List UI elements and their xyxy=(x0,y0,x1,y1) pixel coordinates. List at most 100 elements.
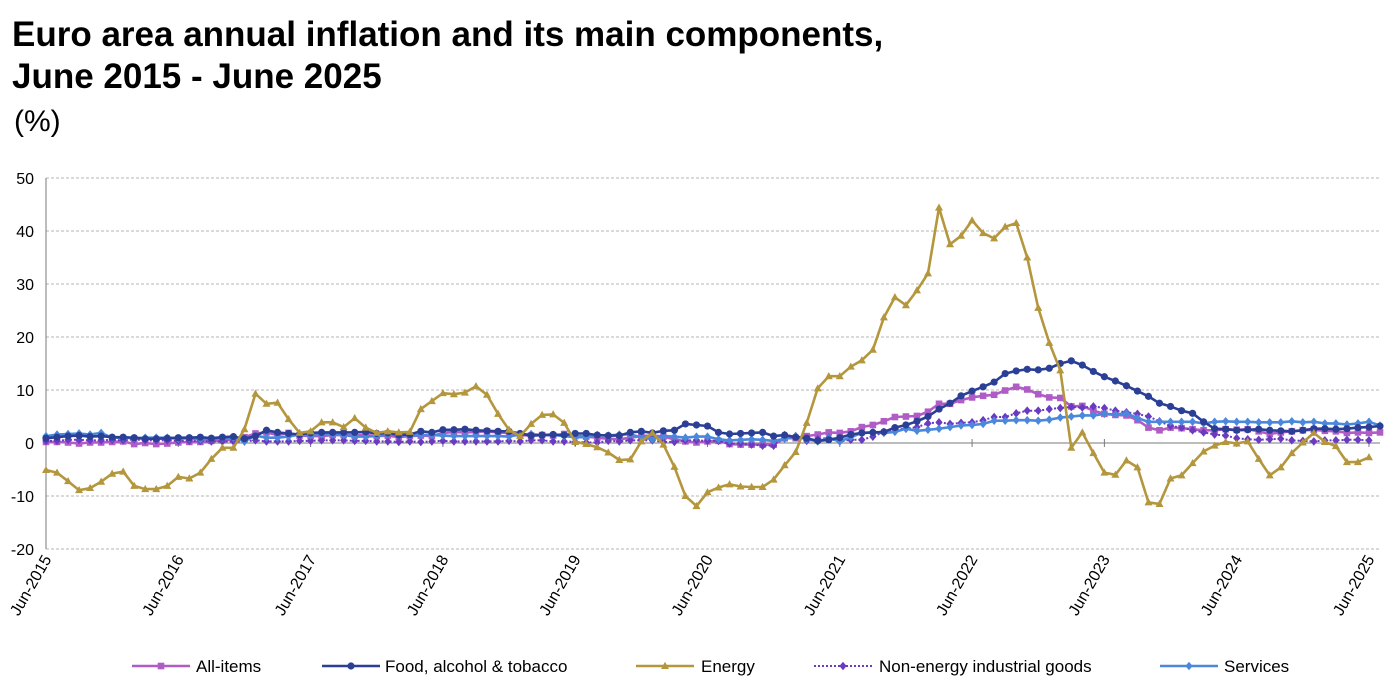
data-point-food-alcohol-tobacco xyxy=(527,431,535,440)
data-point-non-energy-industrial-goods xyxy=(1067,402,1075,412)
data-point-energy xyxy=(1089,448,1098,457)
data-point-non-energy-industrial-goods xyxy=(251,436,260,445)
series-food-alcohol-tobacco xyxy=(42,357,1384,445)
data-point-services xyxy=(659,431,667,441)
data-point-all-items xyxy=(990,391,998,399)
data-point-non-energy-industrial-goods xyxy=(626,436,634,445)
data-point-energy xyxy=(174,472,183,480)
data-point-services xyxy=(957,421,965,430)
data-point-services xyxy=(1288,416,1296,426)
data-point-food-alcohol-tobacco xyxy=(836,434,844,442)
data-point-energy xyxy=(141,484,150,493)
data-point-services xyxy=(1111,410,1120,419)
data-point-energy xyxy=(516,431,525,440)
data-point-services xyxy=(1365,417,1373,427)
data-point-services xyxy=(1244,417,1252,427)
data-point-food-alcohol-tobacco xyxy=(847,430,855,439)
data-point-energy xyxy=(857,356,866,364)
data-point-food-alcohol-tobacco xyxy=(251,432,260,440)
data-point-food-alcohol-tobacco xyxy=(1089,367,1097,376)
data-point-non-energy-industrial-goods xyxy=(1365,436,1373,445)
data-point-food-alcohol-tobacco xyxy=(1067,357,1075,365)
data-point-food-alcohol-tobacco xyxy=(1078,361,1086,369)
x-tick-label: Jun-2020 xyxy=(669,552,717,618)
data-point-food-alcohol-tobacco xyxy=(439,426,447,434)
data-point-energy xyxy=(912,286,921,294)
data-point-energy xyxy=(1001,222,1010,230)
data-point-services xyxy=(946,422,954,432)
data-point-food-alcohol-tobacco xyxy=(803,434,811,442)
data-point-services xyxy=(1233,417,1241,427)
data-point-energy xyxy=(1298,438,1307,446)
legend-label-services: Services xyxy=(1224,657,1289,676)
x-tick-label: Jun-2016 xyxy=(140,552,188,618)
data-point-non-energy-industrial-goods xyxy=(549,437,557,446)
data-point-non-energy-industrial-goods xyxy=(1089,402,1097,411)
data-point-energy xyxy=(1265,471,1274,479)
data-point-energy xyxy=(53,468,62,476)
data-point-energy xyxy=(571,437,580,445)
data-point-non-energy-industrial-goods xyxy=(1078,403,1086,412)
data-point-non-energy-industrial-goods xyxy=(604,436,612,446)
data-point-services xyxy=(273,433,282,442)
data-point-services xyxy=(1299,418,1307,427)
data-point-energy xyxy=(86,483,95,492)
data-point-energy xyxy=(1122,456,1131,464)
data-point-energy xyxy=(1078,428,1087,436)
data-point-food-alcohol-tobacco xyxy=(494,427,502,435)
data-point-energy xyxy=(119,467,128,475)
data-point-all-items xyxy=(825,429,833,436)
data-point-energy xyxy=(648,428,657,436)
data-point-energy xyxy=(1155,499,1164,507)
data-point-non-energy-industrial-goods xyxy=(759,441,767,450)
x-tick-label: Jun-2017 xyxy=(272,552,320,618)
legend-marker-food-alcohol-tobacco xyxy=(347,662,355,670)
data-point-all-items xyxy=(1376,429,1384,436)
data-point-food-alcohol-tobacco xyxy=(1321,425,1329,433)
grid-lines xyxy=(46,177,1380,550)
series-line-energy xyxy=(45,206,1370,508)
data-point-all-items xyxy=(880,417,888,425)
data-point-food-alcohol-tobacco xyxy=(174,434,182,442)
data-point-all-items xyxy=(1012,383,1020,391)
data-point-non-energy-industrial-goods xyxy=(461,437,469,446)
data-point-non-energy-industrial-goods xyxy=(1332,436,1340,445)
data-point-non-energy-industrial-goods xyxy=(924,419,932,428)
data-point-food-alcohol-tobacco xyxy=(240,435,249,443)
data-point-energy xyxy=(251,389,260,397)
data-point-energy xyxy=(295,428,304,436)
data-point-non-energy-industrial-goods xyxy=(1012,409,1020,418)
data-point-energy xyxy=(207,454,216,462)
data-point-services xyxy=(924,425,932,435)
data-point-food-alcohol-tobacco xyxy=(450,426,458,434)
data-point-energy xyxy=(747,482,756,490)
data-point-services xyxy=(1255,418,1263,427)
data-point-services xyxy=(1310,417,1318,427)
legend-label-food-alcohol-tobacco: Food, alcohol & tobacco xyxy=(385,657,567,676)
data-point-food-alcohol-tobacco xyxy=(759,428,767,436)
data-point-all-items xyxy=(1034,390,1042,398)
y-tick-label: 0 xyxy=(25,436,34,453)
data-point-energy xyxy=(1012,218,1021,227)
chart-title-line-2: June 2015 - June 2025 xyxy=(12,57,382,96)
data-point-services xyxy=(450,431,458,441)
data-point-services xyxy=(681,433,690,442)
data-point-food-alcohol-tobacco xyxy=(351,428,359,436)
data-point-food-alcohol-tobacco xyxy=(1012,367,1020,375)
data-point-services xyxy=(1034,416,1042,426)
data-point-non-energy-industrial-goods xyxy=(1233,433,1241,443)
legend-marker-energy xyxy=(661,661,669,669)
data-point-food-alcohol-tobacco xyxy=(825,436,833,444)
legend-label-energy: Energy xyxy=(701,657,755,676)
data-point-services xyxy=(968,420,976,430)
x-tick-label: Jun-2023 xyxy=(1066,552,1114,618)
data-point-food-alcohol-tobacco xyxy=(284,429,293,438)
data-point-energy xyxy=(923,269,932,277)
data-point-services xyxy=(781,434,789,444)
data-point-services xyxy=(836,437,844,446)
data-point-food-alcohol-tobacco xyxy=(1233,426,1241,434)
data-point-food-alcohol-tobacco xyxy=(417,427,425,435)
legend-item-services: Services xyxy=(1160,657,1289,676)
data-point-energy xyxy=(1320,437,1329,445)
data-point-non-energy-industrial-goods xyxy=(53,436,61,446)
